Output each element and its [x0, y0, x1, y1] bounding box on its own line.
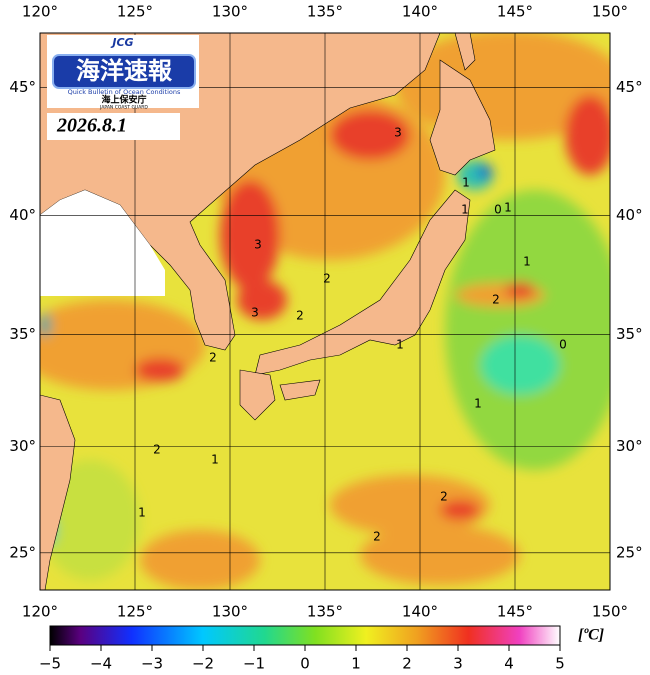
y-tick-label: 45° [9, 78, 36, 96]
logo: JCG 海洋速報 Quick Bulletin of Ocean Conditi… [47, 35, 199, 111]
colorbar-unit: [ºC] [578, 627, 604, 644]
logo-agency-en: JAPAN COAST GUARD [99, 105, 148, 111]
colorbar-ticks: −5 −4 −3 −2 −1 0 1 2 3 4 5 [39, 645, 565, 673]
logo-badge: JCG [110, 36, 133, 49]
contour-label: 0 [559, 338, 567, 352]
contour-label: 3 [394, 126, 402, 140]
colorbar-tick-label: 0 [300, 655, 310, 673]
x-tick-label: 145° [497, 3, 533, 21]
date-box [47, 113, 180, 140]
contour-label: 1 [523, 255, 531, 269]
y-tick-label: 25° [616, 543, 643, 561]
x-tick-label: 150° [592, 3, 628, 21]
x-tick-label: 140° [402, 603, 438, 621]
y-tick-label: 40° [9, 206, 36, 224]
sakhalin [454, 33, 476, 71]
contour-label: 1 [461, 203, 469, 217]
contour-label: 2 [440, 490, 448, 504]
contour-label: 2 [153, 443, 161, 457]
y-tick-label: 40° [616, 206, 643, 224]
colorbar-tick-label: 2 [402, 655, 412, 673]
axes: 120°120°125°125°130°130°135°135°140°140°… [9, 3, 642, 621]
logo-agency: 海上保安庁 [101, 94, 146, 106]
contour-label: 2 [209, 351, 217, 365]
x-tick-label: 120° [22, 603, 58, 621]
y-tick-label: 30° [9, 437, 36, 455]
kyushu [239, 369, 276, 421]
x-tick-label: 135° [307, 3, 343, 21]
china-coast [40, 394, 76, 590]
contour-label: 2 [373, 530, 381, 544]
colorbar-tick-label: −4 [90, 655, 112, 673]
x-tick-label: 150° [592, 603, 628, 621]
contour-label: 1 [211, 453, 219, 467]
contour-label: 1 [474, 397, 482, 411]
colorbar-tick-label: 1 [351, 655, 361, 673]
contour-label: 2 [296, 309, 304, 323]
land [40, 33, 496, 590]
contour-label: 3 [251, 306, 259, 320]
x-tick-label: 135° [307, 603, 343, 621]
contour-label: 1 [138, 506, 146, 520]
contour-label: 3 [254, 238, 262, 252]
logo-title: 海洋速報 [76, 57, 173, 85]
y-tick-label: 45° [616, 78, 643, 96]
colorbar-tick-label: −2 [192, 655, 214, 673]
colorbar [49, 625, 561, 646]
colorbar-tick-label: −1 [243, 655, 265, 673]
no-data-area [40, 190, 165, 296]
x-tick-label: 145° [497, 603, 533, 621]
y-tick-label: 35° [9, 325, 36, 343]
x-tick-label: 120° [22, 3, 58, 21]
colorbar-tick-label: 3 [453, 655, 463, 673]
honshu [254, 189, 471, 376]
x-tick-label: 130° [212, 3, 248, 21]
y-tick-label: 35° [616, 325, 643, 343]
colorbar-tick-label: 5 [555, 655, 565, 673]
contour-label: 1 [396, 338, 404, 352]
contour-label: 2 [492, 293, 500, 307]
x-tick-label: 130° [212, 603, 248, 621]
x-tick-label: 140° [402, 3, 438, 21]
anomaly-field [40, 33, 610, 590]
mainland [40, 33, 441, 351]
logo-banner [52, 54, 196, 89]
contour-label: 1 [462, 176, 470, 190]
contour-label: 0 [494, 203, 502, 217]
y-tick-label: 30° [616, 437, 643, 455]
shikoku [279, 379, 321, 401]
hokkaido [429, 59, 496, 176]
date: 2026.8.1 [56, 115, 127, 137]
contour-label: 2 [323, 272, 331, 286]
contour-label: 1 [504, 201, 512, 215]
colorbar-tick-label: −3 [141, 655, 163, 673]
logo-subtitle: Quick Bulletin of Ocean Conditions [68, 88, 181, 96]
colorbar-tick-label: −5 [39, 655, 61, 673]
x-tick-label: 125° [117, 603, 153, 621]
x-tick-label: 125° [117, 3, 153, 21]
y-tick-label: 25° [9, 543, 36, 561]
colorbar-tick-label: 4 [504, 655, 514, 673]
map-frame [39, 32, 611, 591]
